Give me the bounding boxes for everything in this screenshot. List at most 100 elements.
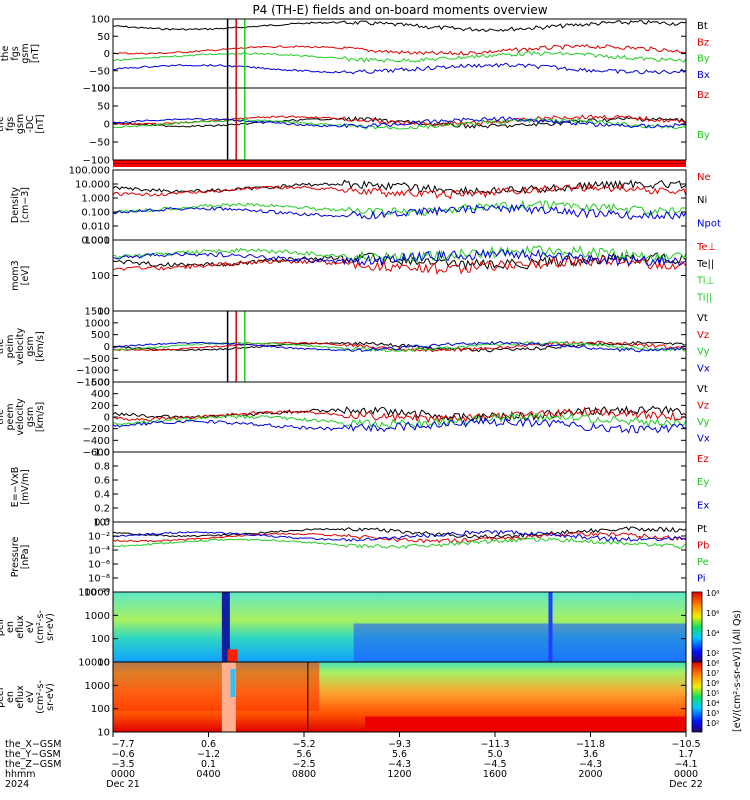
y-axis-label-line: [nT] <box>30 44 41 63</box>
y-tick-label: 1.000 <box>81 194 110 205</box>
y-tick-label: 10⁻² <box>88 532 110 543</box>
x-row-value: 0000 <box>111 769 135 780</box>
y-tick-label: 1000 <box>85 318 110 329</box>
colorbar-tick: 10⁴ <box>706 629 719 638</box>
y-tick-label: 10⁰ <box>93 518 110 529</box>
y-axis-label-line: peem <box>5 404 16 431</box>
y-axis-label-line: gsm <box>15 114 26 134</box>
colorbar-tick: 10⁵ <box>706 689 719 698</box>
y-tick-label: 10 <box>97 728 110 739</box>
trace-2 <box>112 537 687 550</box>
y-tick-label: −1500 <box>76 378 110 389</box>
y-axis-label-line: [nPa] <box>20 545 31 570</box>
y-tick-label: 0.4 <box>94 490 110 501</box>
y-tick-label: −500 <box>83 354 110 365</box>
legend-label-vy: Vy <box>697 347 710 358</box>
y-tick-label: 10 <box>97 307 110 318</box>
panel-frame <box>112 87 687 161</box>
figure-title: P4 (TH-E) fields and on-board moments ov… <box>252 3 547 17</box>
x-row-value: 1.7 <box>678 749 693 760</box>
legend-label-bz: Bz <box>697 90 709 101</box>
y-axis-label: E=−VxB [mV/m] <box>10 467 31 508</box>
y-tick-label: 0 <box>104 413 110 424</box>
x-row-value: −3.5 <box>111 759 134 770</box>
x-row-value: −4.1 <box>674 759 697 770</box>
y-tick-label: 100.000 <box>69 166 110 177</box>
y-tick-label: 0.2 <box>94 504 110 515</box>
y-tick-label: 0.6 <box>94 476 110 487</box>
y-axis-label-line: eflux <box>15 615 26 639</box>
legend-label-vz: Vz <box>697 401 709 412</box>
y-tick-label: 0.0 <box>94 518 110 529</box>
legend-label-by: By <box>697 54 710 65</box>
y-tick-label: 0.001 <box>81 236 110 247</box>
y-tick-label: 50 <box>97 102 110 113</box>
legend-label-pt: Pt <box>697 524 707 535</box>
y-axis-label-line: [cm−3] <box>20 187 31 223</box>
legend-label-bx: Bx <box>697 70 710 81</box>
trace-1 <box>112 182 687 200</box>
y-tick-label: 100 <box>91 15 110 26</box>
trace-1 <box>112 340 687 353</box>
spectrogram-region <box>365 716 686 732</box>
y-axis-label-line: en <box>5 621 16 633</box>
legend-label-vx: Vx <box>697 434 710 445</box>
y-tick-label: 100 <box>91 704 110 715</box>
y-axis-label-line: (cm²-s- <box>35 680 46 714</box>
panel-fgs_dc: 100 50 0 −50 −100 the fgs gsm -DC [nT] Bz By <box>0 84 710 167</box>
y-tick-label: 100 <box>91 84 110 95</box>
y-axis-label-line: sr-eV) <box>45 613 56 641</box>
x-row-value: −2.5 <box>292 759 315 770</box>
colorbar-tick: 10⁸ <box>706 659 719 668</box>
y-tick-label: 1000 <box>85 236 110 247</box>
panel-frame <box>112 169 687 241</box>
y-axis-label-line: fgs <box>10 46 21 60</box>
y-axis-label-line: mom3 <box>10 260 21 290</box>
x-row-value: −0.6 <box>111 749 134 760</box>
legend-label-by: By <box>697 130 710 141</box>
y-tick-label: 0.100 <box>81 208 110 219</box>
trace-3 <box>112 416 687 434</box>
trace-2 <box>112 340 687 353</box>
y-axis-label-line: Density <box>10 187 21 223</box>
y-tick-label: 0 <box>104 342 110 353</box>
y-axis-label: the fgs gsm -DC [nT] <box>0 114 46 134</box>
y-tick-label: 200 <box>91 401 110 412</box>
x-row-value: Dec 22 <box>669 779 703 790</box>
spectrogram-region <box>113 662 320 711</box>
trace-3 <box>112 116 687 129</box>
y-axis-label: the fgs gsm [nT] <box>0 43 41 63</box>
y-axis-label-line: E=−VxB <box>10 467 21 508</box>
colorbar-tick: 10⁶ <box>706 679 719 688</box>
y-axis-label-line: eV <box>25 620 36 633</box>
x-row-value: 0.6 <box>201 739 216 750</box>
panel-density: 100.000 10.000 1.000 0.100 0.010 0.001 Density… <box>10 166 721 247</box>
colorbar-tick: 10² <box>706 719 719 728</box>
y-tick-label: 400 <box>91 389 110 400</box>
x-row-label: 2024 <box>5 779 29 790</box>
panel-peir: 10000 1000 100 10 thepeirenefluxeV(cm²-s-sr-… <box>0 588 687 669</box>
colorbar-top <box>691 591 703 663</box>
x-row-value: 1600 <box>483 769 507 780</box>
panel-fgs: 100 50 0 −50 −100 the fgs gsm [nT] Bt Bz By Bx <box>0 15 710 95</box>
y-tick-label: 0.010 <box>81 222 110 233</box>
colorbar-label: [eV/(cm²-s-sr-eV)] (All Qs) <box>732 610 743 732</box>
y-tick-label: 0 <box>104 120 110 131</box>
legend-label-pb: Pb <box>697 541 709 552</box>
y-axis-label-line: -DC <box>25 115 36 133</box>
y-axis-label-line: [km/s] <box>35 402 46 432</box>
panel-temp: 1000 100 10 mom3 [eV] Te⊥ Te|| Ti⊥ Ti|| <box>10 236 716 318</box>
panel-frame <box>112 239 687 312</box>
y-axis-label-line: gsm <box>20 43 31 63</box>
y-axis-label-line: gsm <box>25 336 36 356</box>
legend-label-pe: Pe <box>697 557 709 568</box>
y-axis-label-line: [nT] <box>35 114 46 133</box>
legend-label-npot: Npot <box>697 218 721 229</box>
x-row-value: −4.3 <box>388 759 411 770</box>
trace-3 <box>112 340 687 353</box>
colorbar-tick: 10³ <box>706 709 719 718</box>
y-tick-label: 50 <box>97 32 110 43</box>
y-axis-label: thepeerenefluxeV(cm²-s-sr-eV) <box>0 680 56 714</box>
y-tick-label: −200 <box>83 424 110 435</box>
